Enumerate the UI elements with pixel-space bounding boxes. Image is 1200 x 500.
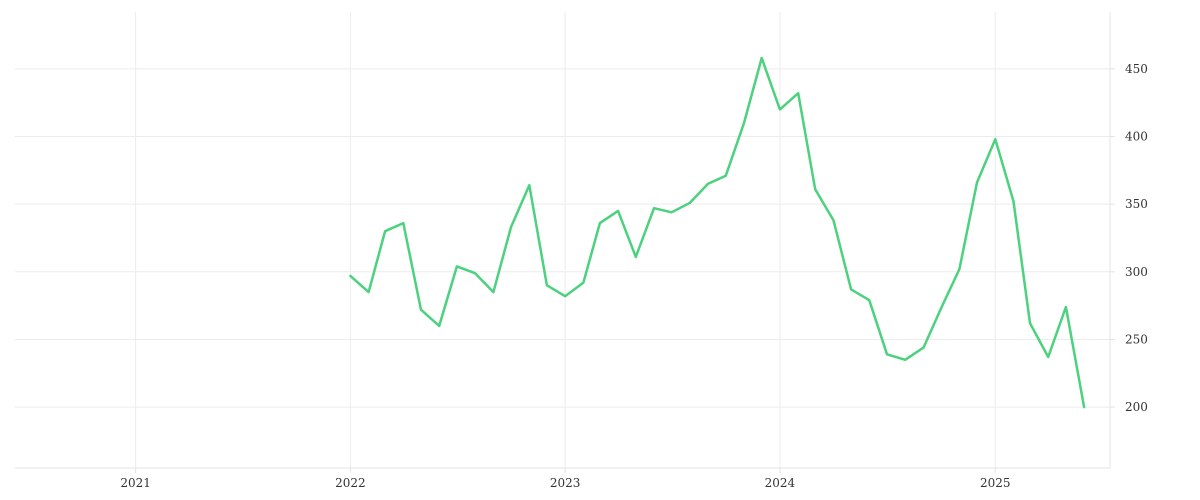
x-tick-label: 2023 (550, 476, 581, 490)
y-tick-label: 450 (1125, 62, 1148, 76)
series-line (349, 56, 1086, 409)
x-tick-labels: 2021 2022 2023 2024 2025 (120, 476, 1010, 490)
y-tick-label: 350 (1125, 197, 1148, 211)
y-tick-label: 400 (1125, 129, 1148, 143)
x-tick-label: 2022 (335, 476, 366, 490)
series-layer (349, 56, 1086, 409)
x-tick-label: 2025 (980, 476, 1011, 490)
y-tick-label: 300 (1125, 265, 1148, 279)
x-tick-label: 2024 (765, 476, 796, 490)
y-tick-label: 250 (1125, 332, 1148, 346)
axes (15, 12, 1115, 473)
y-gridlines (15, 68, 1110, 408)
y-tick-label: 200 (1125, 400, 1148, 414)
x-tick-label: 2021 (120, 476, 151, 490)
x-gridlines (135, 12, 996, 468)
y-tick-labels: 200 250 300 350 400 450 (1125, 62, 1148, 414)
